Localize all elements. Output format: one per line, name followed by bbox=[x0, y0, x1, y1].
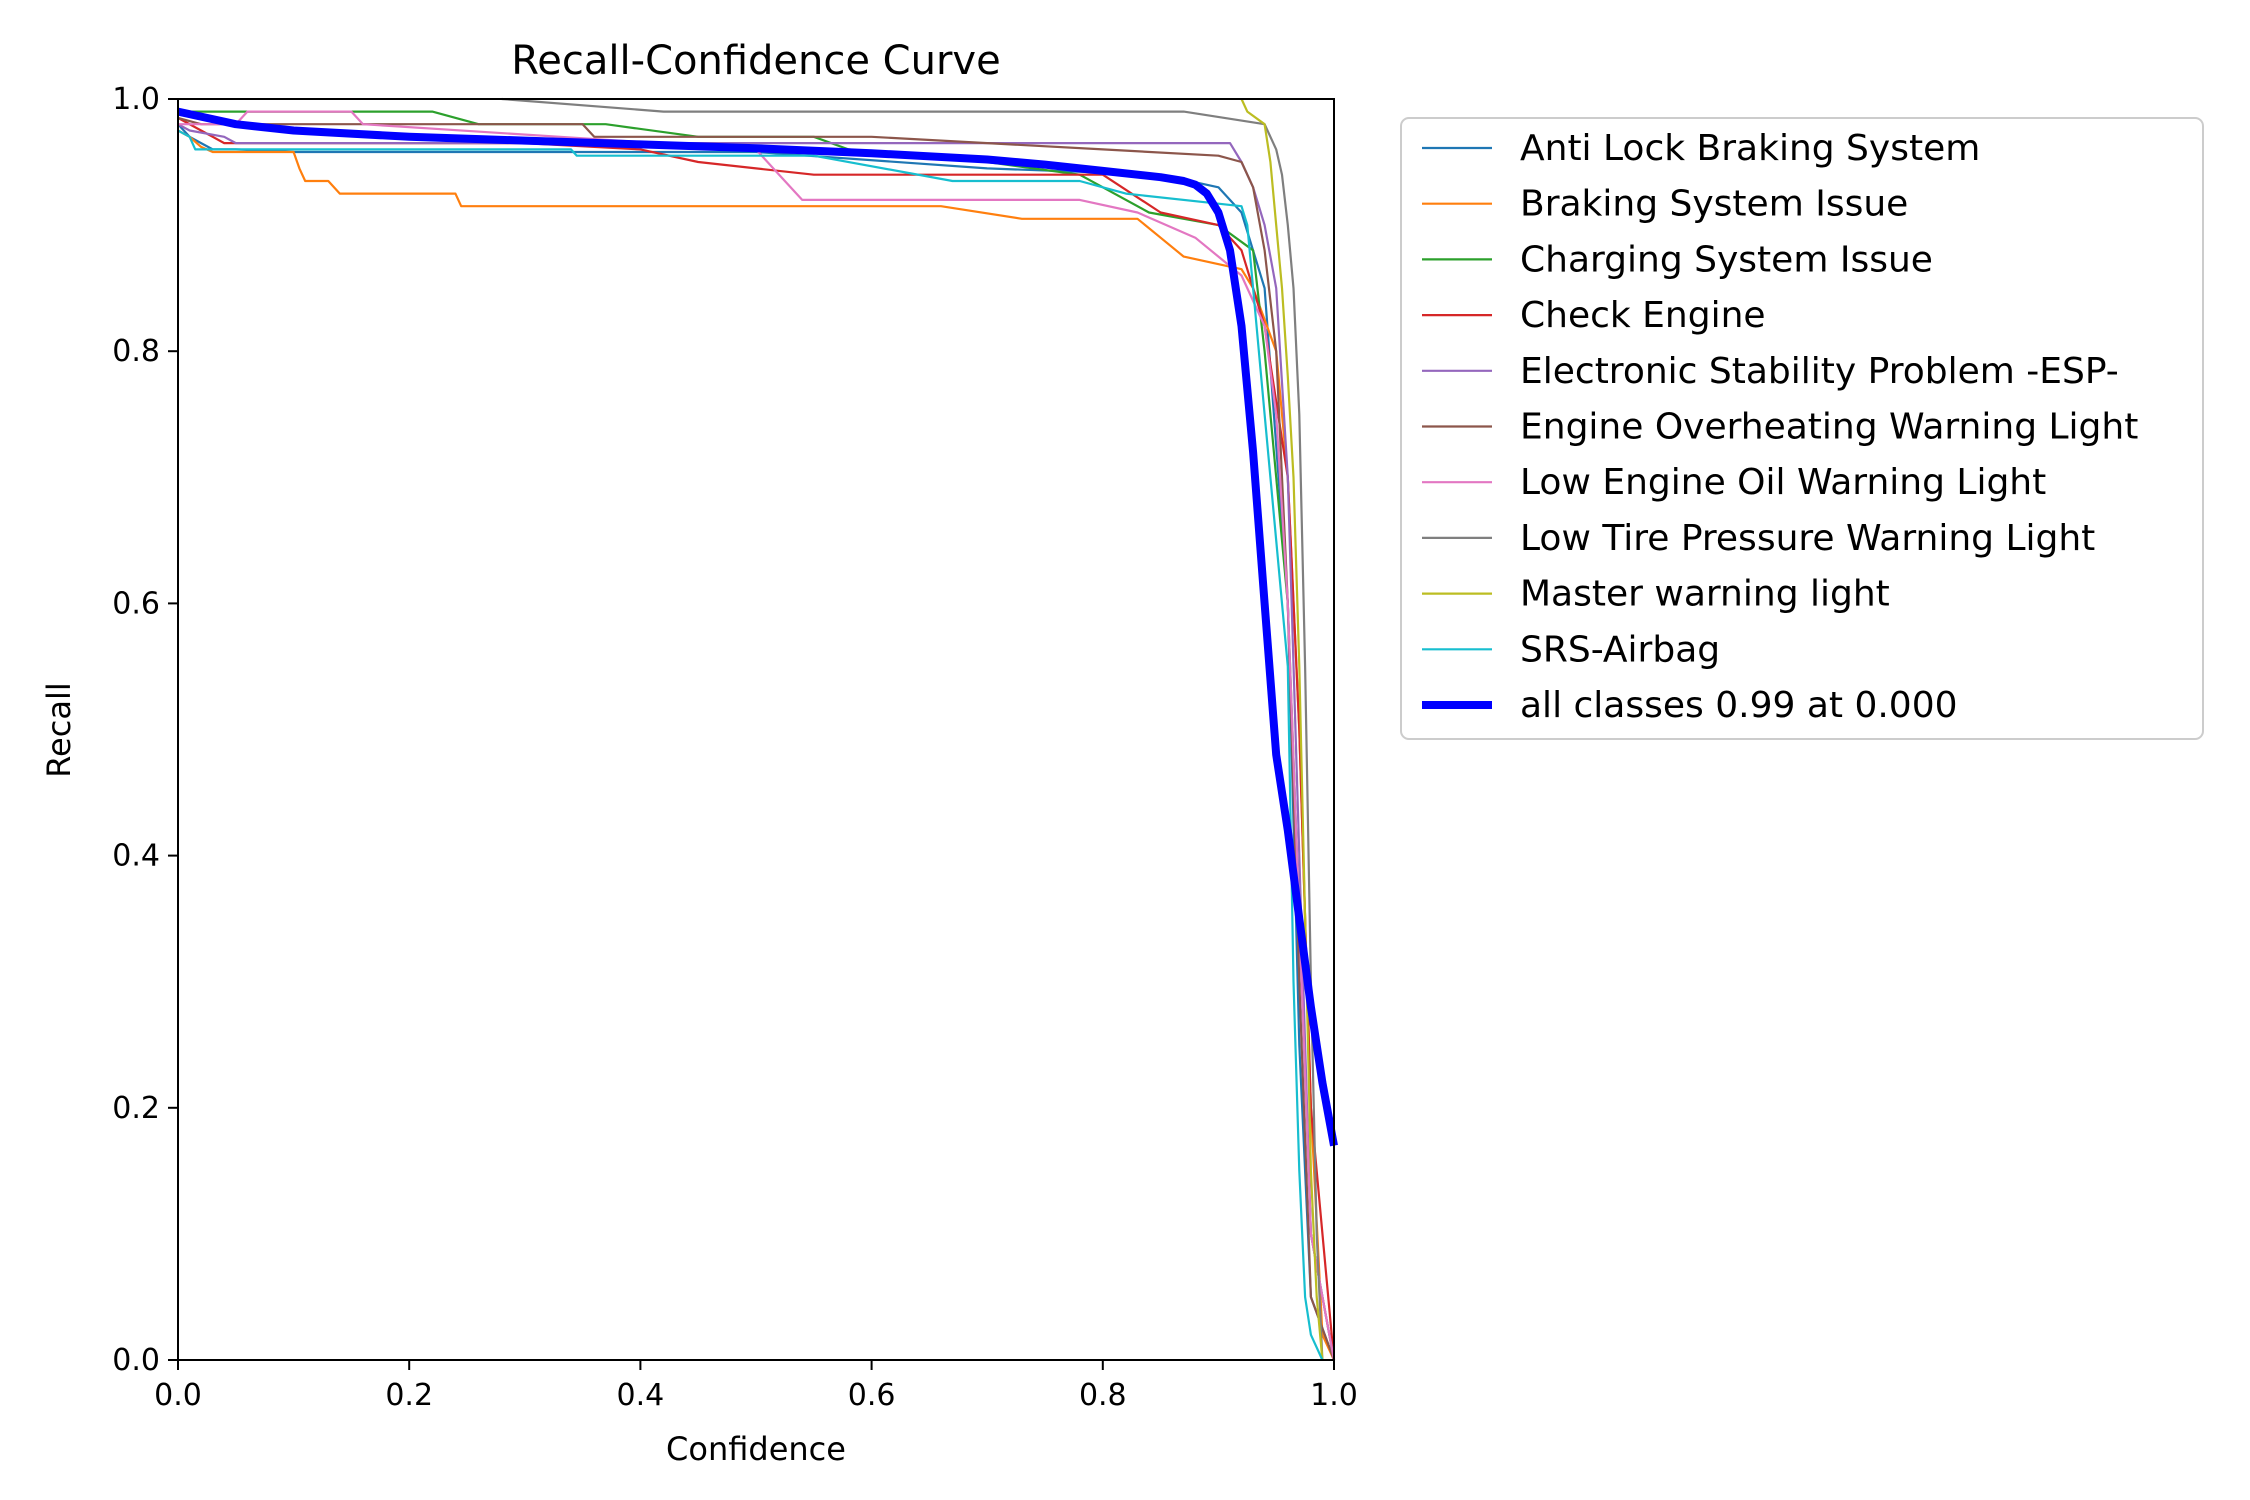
series-line-all-classes-0-99-at-0-000 bbox=[177, 107, 1338, 1147]
legend-frame bbox=[1400, 117, 2204, 740]
chart-title: Recall-Confidence Curve bbox=[511, 38, 1000, 84]
series-line-low-tire-pressure-warning-light bbox=[501, 97, 1324, 1361]
series-line-engine-overheating-warning-light bbox=[177, 116, 1336, 1361]
legend-label-electronic-stability-problem-esp: Electronic Stability Problem -ESP- bbox=[1520, 351, 2119, 392]
x-axis: 0.0 0.2 0.4 0.6 0.8 1.0 bbox=[154, 1360, 1358, 1413]
series-line-master-warning-light bbox=[1240, 98, 1324, 1361]
y-tick-label: 0.8 bbox=[112, 334, 160, 369]
y-axis-label: Recall bbox=[40, 682, 78, 777]
legend-label-engine-overheating-warning-light: Engine Overheating Warning Light bbox=[1520, 407, 2138, 448]
legend-label-master-warning-light: Master warning light bbox=[1520, 574, 1890, 615]
series-line-braking-system-issue bbox=[177, 129, 1335, 1361]
legend-label-charging-system-issue: Charging System Issue bbox=[1520, 239, 1933, 280]
legend-label-check-engine: Check Engine bbox=[1520, 295, 1766, 336]
x-axis-label: Confidence bbox=[666, 1430, 846, 1468]
x-tick-label: 1.0 bbox=[1310, 1378, 1358, 1413]
legend-label-all-classes-0-99-at-0-000: all classes 0.99 at 0.000 bbox=[1520, 685, 1958, 726]
x-tick-label: 0.8 bbox=[1079, 1378, 1127, 1413]
x-tick-label: 0.4 bbox=[617, 1378, 665, 1413]
legend-label-low-engine-oil-warning-light: Low Engine Oil Warning Light bbox=[1520, 462, 2046, 503]
legend-label-srs-airbag: SRS-Airbag bbox=[1520, 629, 1720, 670]
y-tick-label: 1.0 bbox=[112, 82, 160, 117]
series-line-low-engine-oil-warning-light bbox=[178, 110, 1336, 1361]
y-tick-label: 0.2 bbox=[112, 1091, 160, 1126]
legend-label-anti-lock-braking-system: Anti Lock Braking System bbox=[1520, 128, 1980, 169]
series-line-charging-system-issue bbox=[178, 110, 1336, 1361]
y-tick-label: 0.4 bbox=[112, 839, 160, 874]
plot-lines bbox=[177, 97, 1338, 1361]
y-tick-label: 0.0 bbox=[112, 1343, 160, 1378]
series-line-anti-lock-braking-system bbox=[177, 123, 1336, 1361]
series-line-check-engine bbox=[177, 116, 1336, 1361]
plot-frame bbox=[177, 98, 1335, 1361]
legend-label-braking-system-issue: Braking System Issue bbox=[1520, 184, 1908, 225]
x-tick-label: 0.2 bbox=[385, 1378, 433, 1413]
y-axis: 0.0 0.2 0.4 0.6 0.8 1.0 bbox=[112, 82, 178, 1378]
legend: Anti Lock Braking System Braking System I… bbox=[1400, 117, 2204, 740]
x-tick-label: 0.6 bbox=[848, 1378, 896, 1413]
x-tick-label: 0.0 bbox=[154, 1378, 202, 1413]
series-line-srs-airbag bbox=[177, 129, 1324, 1361]
series-line-electronic-stability-problem-esp bbox=[177, 123, 1336, 1361]
legend-label-low-tire-pressure-warning-light: Low Tire Pressure Warning Light bbox=[1520, 518, 2095, 559]
y-tick-label: 0.6 bbox=[112, 586, 160, 621]
